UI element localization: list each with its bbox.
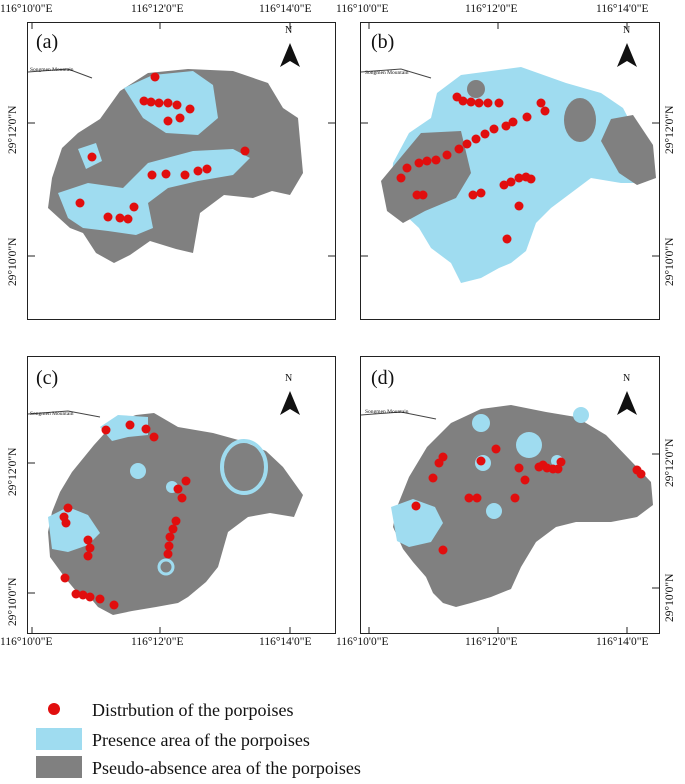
north-arrow-icon — [280, 391, 300, 415]
mountain-outline — [361, 68, 432, 79]
top-coord: 116°10'0"E — [0, 3, 53, 15]
presence-area — [130, 463, 146, 479]
presence-area — [573, 407, 589, 423]
north-arrow-icon — [617, 43, 637, 67]
legend: Distrbution of the porpoises Presence ar… — [36, 698, 656, 782]
bottom-coord: 116°12'0"E — [465, 636, 518, 648]
mountain-outline — [361, 411, 437, 420]
porpoise-points — [396, 92, 550, 244]
legend-item-absence: Pseudo-absence area of the porpoises — [36, 756, 656, 782]
legend-label: Pseudo-absence area of the porpoises — [92, 758, 361, 778]
lat-coord: 29°10'0"N — [664, 573, 676, 622]
top-coord: 116°10'0"E — [336, 3, 389, 15]
presence-area — [516, 432, 542, 458]
bottom-coord: 116°14'0"E — [596, 636, 649, 648]
map-b — [361, 23, 659, 283]
lat-coord: 29°12'0"N — [664, 105, 676, 154]
panel-label: (b) — [371, 31, 395, 53]
mountain-outline — [28, 410, 101, 418]
mountain-label: Songmen Mountain — [365, 70, 409, 76]
absence-area — [467, 80, 485, 98]
porpoise-points — [75, 72, 250, 224]
mountain-label: Songmen Mountain — [365, 409, 409, 415]
absence-area — [393, 405, 653, 607]
mountain-label: Songmen Mountain — [30, 411, 74, 417]
presence-area — [391, 499, 443, 547]
panel-d: (d) N Songmen Mountain — [360, 356, 660, 634]
top-coord: 116°14'0"E — [596, 3, 649, 15]
presence-area — [472, 414, 490, 432]
panel-c: (c) N Songmen Mountain — [27, 356, 336, 634]
mountain-outline — [28, 68, 93, 79]
lat-coord: 29°12'0"N — [7, 105, 19, 154]
panel-b: (b) N Songmen Mountain — [360, 22, 660, 320]
lat-coord: 29°10'0"N — [7, 577, 19, 626]
map-c — [28, 391, 303, 633]
absence-area — [601, 115, 656, 185]
top-coord: 116°12'0"E — [465, 3, 518, 15]
presence-swatch-icon — [36, 728, 82, 750]
north-arrow-icon — [280, 43, 300, 67]
presence-area — [220, 439, 268, 495]
panel-label: (a) — [36, 31, 59, 53]
bottom-coord: 116°10'0"E — [336, 636, 389, 648]
legend-item-presence: Presence area of the porpoises — [36, 728, 656, 754]
presence-area — [157, 558, 175, 576]
absence-area — [564, 98, 596, 142]
north-label: N — [623, 373, 631, 384]
north-arrow-icon — [617, 391, 637, 415]
lat-coord: 29°10'0"N — [7, 237, 19, 286]
panel-a: (a) N Songmen Mountain — [27, 22, 336, 320]
porpoise-points — [59, 420, 191, 610]
legend-label: Presence area of the porpoises — [92, 730, 310, 750]
north-label: N — [623, 25, 631, 36]
top-coord: 116°12'0"E — [131, 3, 184, 15]
panel-label: (d) — [371, 367, 395, 389]
map-d — [361, 391, 659, 633]
mountain-label: Songmen Mountain — [30, 67, 74, 73]
bottom-coord: 116°14'0"E — [259, 636, 312, 648]
map-a — [28, 23, 335, 263]
lat-coord: 29°12'0"N — [664, 438, 676, 487]
bottom-coord: 116°12'0"E — [131, 636, 184, 648]
presence-area — [486, 503, 502, 519]
north-label: N — [285, 373, 293, 384]
north-label: N — [285, 25, 293, 36]
top-coord: 116°14'0"E — [259, 3, 312, 15]
porpoise-dot-icon — [48, 703, 60, 715]
absence-area — [48, 413, 303, 615]
bottom-coord: 116°10'0"E — [0, 636, 53, 648]
presence-area — [100, 415, 148, 441]
panel-label: (c) — [36, 367, 59, 389]
legend-item-distribution: Distrbution of the porpoises — [36, 698, 656, 724]
lat-coord: 29°10'0"N — [664, 237, 676, 286]
legend-label: Distrbution of the porpoises — [92, 700, 294, 720]
porpoise-points — [411, 444, 646, 555]
absence-swatch-icon — [36, 756, 82, 778]
lat-coord: 29°12'0"N — [7, 447, 19, 496]
